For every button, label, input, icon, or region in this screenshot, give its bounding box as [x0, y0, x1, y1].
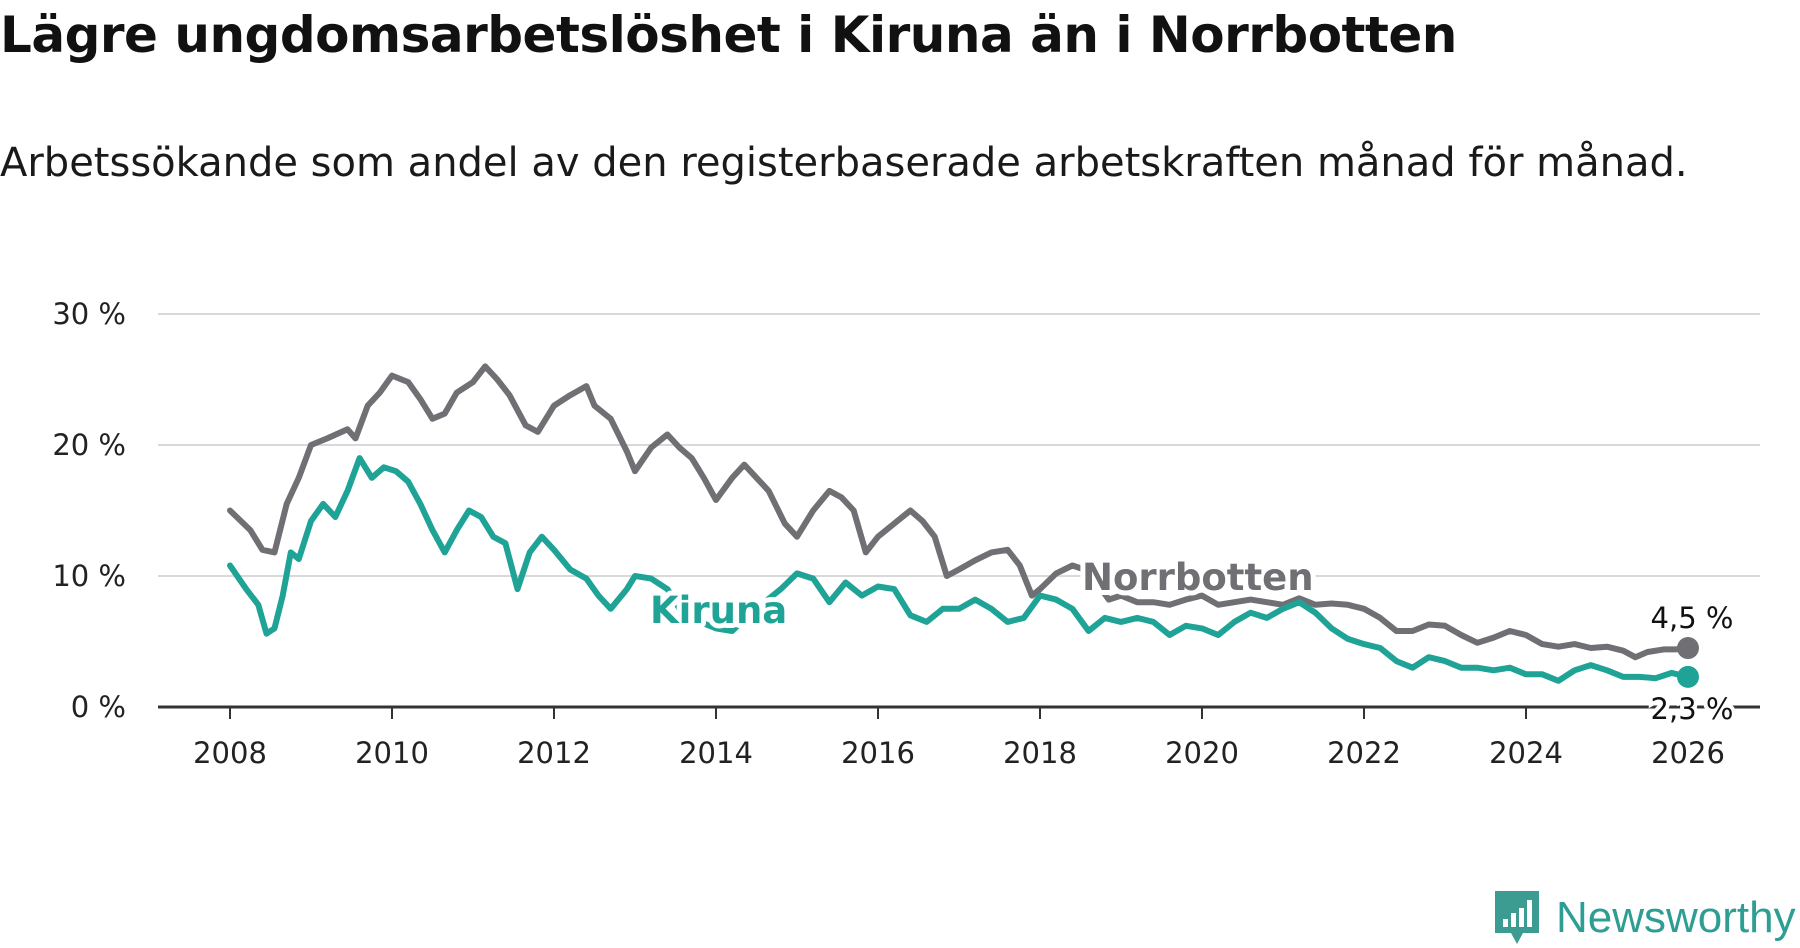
series-line-kiruna: [227, 455, 1691, 684]
series-label-kiruna: Kiruna: [650, 589, 787, 632]
end-value-label-norrbotten: 4,5 %: [1651, 601, 1734, 635]
y-tick-label: 0 %: [71, 690, 126, 724]
y-tick-label: 20 %: [52, 428, 126, 462]
end-value-label-kiruna: 2,3 %: [1651, 692, 1734, 726]
series-label-norrbotten: Norrbotten: [1082, 556, 1314, 599]
brand-logo: Newsworthy: [1492, 888, 1796, 948]
newsworthy-logo-icon: [1495, 891, 1539, 944]
x-tick-label: 2012: [517, 736, 591, 770]
series-line-norrbotten: [227, 363, 1691, 661]
x-tick-label: 2016: [841, 736, 915, 770]
x-tick-label: 2018: [1003, 736, 1077, 770]
series-lines: [227, 363, 1699, 688]
series-labels: Norrbotten Kiruna 4,5 % 2,3 %: [645, 551, 1737, 730]
y-tick-label: 30 %: [52, 297, 126, 331]
end-point-kiruna: [1677, 665, 1699, 688]
brand-name: Newsworthy: [1556, 893, 1796, 942]
x-tick-label: 2022: [1327, 736, 1401, 770]
gridlines: [158, 313, 1760, 577]
x-tick-label: 2026: [1651, 736, 1725, 770]
chart-title: Lägre ungdomsarbetslöshet i Kiruna än i …: [0, 6, 1457, 64]
x-tick-label: 2010: [355, 736, 429, 770]
x-tick-label: 2024: [1489, 736, 1563, 770]
end-point-norrbotten: [1677, 637, 1699, 660]
x-tick-label: 2014: [679, 736, 753, 770]
x-tick-label: 2020: [1165, 736, 1239, 770]
x-tick-label: 2008: [193, 736, 267, 770]
axes: 0 % 10 % 20 % 30 % 2008 2010 2012 2014 2016 2018 2…: [52, 297, 1760, 770]
chart-subtitle: Arbetssökande som andel av den registerb…: [0, 140, 1688, 186]
y-tick-label: 10 %: [52, 559, 126, 593]
